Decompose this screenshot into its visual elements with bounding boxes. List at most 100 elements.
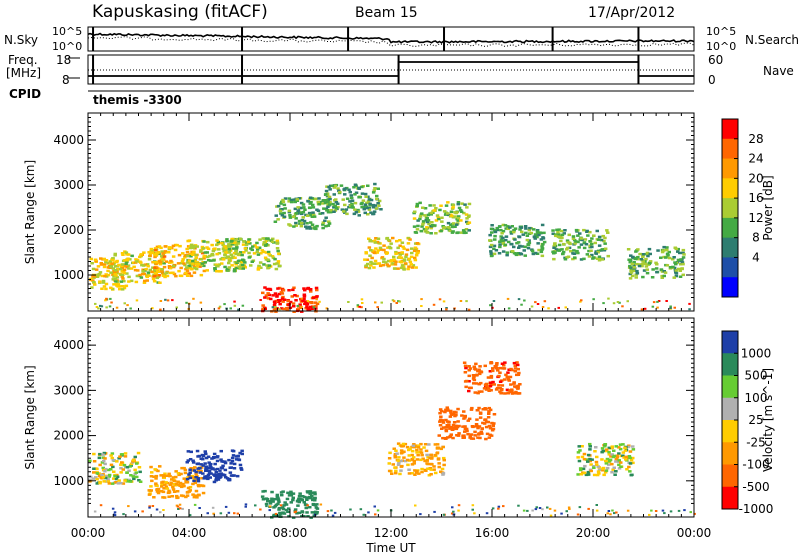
echo-cell (369, 260, 373, 264)
echo-cell (560, 236, 564, 240)
echo-cell (315, 302, 320, 306)
echo-cell (562, 232, 566, 235)
near-range-cell (547, 307, 550, 310)
echo-cell (556, 235, 561, 239)
echo-cell (294, 299, 298, 302)
echo-cell (459, 210, 464, 213)
echo-cell (415, 202, 420, 206)
echo-cell (120, 453, 124, 456)
echo-cell (266, 237, 270, 240)
echo-cell (289, 200, 294, 204)
echo-cell (323, 219, 327, 222)
echo-cell (628, 456, 632, 460)
echo-cell (560, 233, 565, 237)
echo-cell (296, 308, 300, 311)
echo-cell (114, 274, 118, 277)
echo-cell (162, 255, 167, 258)
echo-cell (412, 459, 416, 463)
near-range-cell (105, 297, 108, 300)
echo-cell (621, 451, 626, 454)
echo-cell (412, 462, 416, 465)
echo-cell (191, 482, 195, 486)
echo-cell (641, 260, 646, 263)
echo-cell (441, 445, 445, 449)
echo-cell (201, 491, 206, 495)
echo-cell (291, 496, 295, 500)
echo-cell (289, 494, 294, 497)
near-range-cell (347, 301, 350, 303)
echo-cell (375, 194, 379, 198)
echo-cell (365, 201, 369, 205)
echo-cell (257, 264, 261, 268)
echo-cell (185, 273, 190, 277)
echo-cell (264, 294, 269, 297)
echo-cell (270, 499, 274, 502)
echo-cell (472, 375, 476, 379)
echo-cell (266, 297, 271, 300)
echo-cell (115, 276, 120, 279)
echo-cell (290, 295, 294, 298)
echo-cell (645, 251, 650, 255)
colorbar-tick-label: 4 (752, 250, 760, 264)
echo-cell (263, 489, 267, 493)
echo-cell (407, 257, 412, 261)
echo-cell (520, 245, 525, 248)
echo-cell (398, 472, 402, 476)
echo-cell (221, 464, 225, 468)
echo-cell (170, 478, 174, 481)
x-tick-label: 20:00 (576, 526, 611, 540)
echo-cell (171, 264, 176, 268)
echo-cell (429, 473, 433, 476)
echo-cell (159, 474, 163, 477)
echo-cell (223, 461, 228, 465)
echo-cell (227, 458, 231, 462)
panel-bg (88, 318, 694, 517)
echo-cell (102, 451, 107, 455)
echo-cell (407, 468, 411, 471)
echo-cell (446, 221, 451, 225)
echo-cell (515, 361, 519, 364)
echo-cell (557, 228, 561, 231)
echo-cell (506, 227, 510, 231)
colorbar-tick-label: 16 (748, 191, 763, 205)
near-range-cell (654, 510, 658, 512)
echo-cell (229, 462, 233, 465)
echo-cell (142, 251, 146, 254)
echo-cell (515, 373, 519, 377)
freq-left-tick-bottom: 8 (62, 73, 70, 87)
echo-cell (167, 265, 172, 268)
echo-cell (370, 249, 375, 252)
echo-cell (194, 494, 198, 497)
echo-cell (294, 224, 298, 227)
echo-cell (190, 259, 195, 263)
echo-cell (599, 238, 604, 242)
echo-cell (367, 208, 372, 211)
echo-cell (175, 243, 179, 247)
echo-cell (481, 421, 485, 425)
echo-cell (497, 384, 501, 387)
echo-cell (121, 253, 125, 256)
echo-cell (205, 269, 209, 272)
echo-cell (495, 386, 500, 390)
echo-cell (566, 255, 571, 258)
echo-cell (160, 483, 164, 486)
echo-cell (527, 228, 532, 232)
echo-cell (361, 199, 366, 202)
echo-cell (372, 239, 377, 243)
echo-cell (244, 249, 248, 252)
echo-cell (122, 268, 127, 272)
near-range-cell (626, 300, 629, 303)
echo-cell (287, 289, 291, 292)
echo-cell (624, 458, 628, 461)
echo-cell (428, 467, 432, 470)
echo-cell (627, 465, 631, 469)
echo-cell (571, 252, 575, 255)
echo-cell (601, 467, 605, 470)
echo-cell (101, 279, 106, 283)
echo-cell (360, 205, 364, 209)
echo-cell (525, 234, 530, 237)
echo-cell (103, 470, 107, 473)
echo-cell (283, 501, 287, 504)
echo-cell (171, 485, 175, 489)
